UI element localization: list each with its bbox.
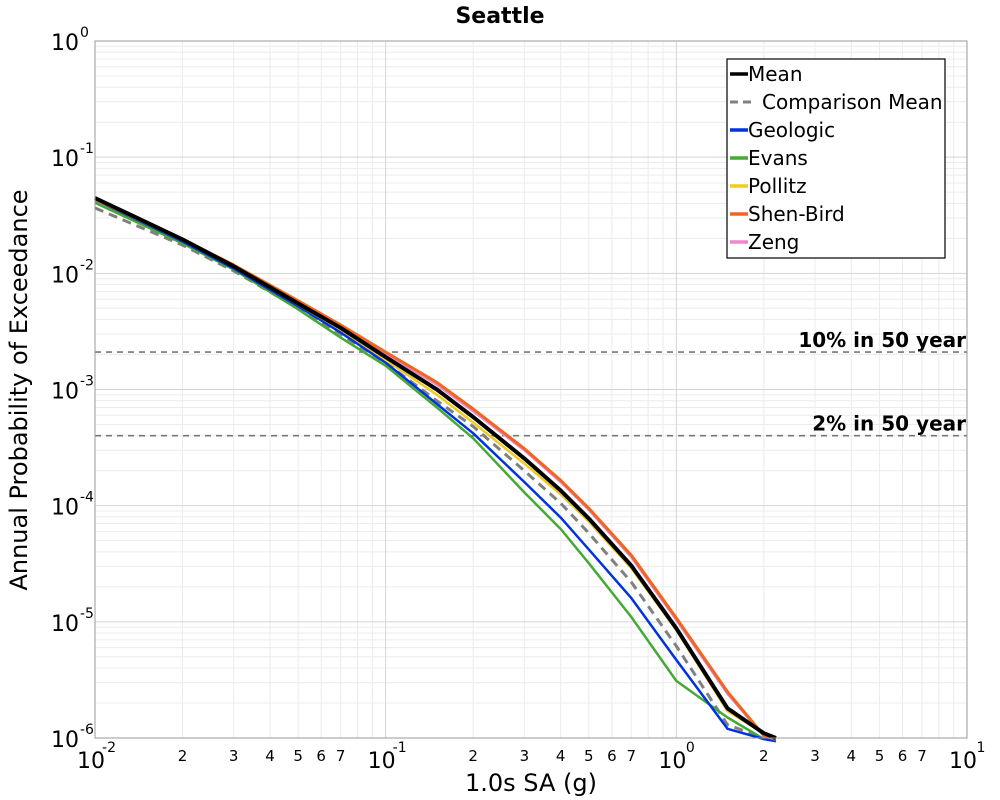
x-tick-label: 10	[949, 749, 977, 774]
legend-label-zeng: Zeng	[748, 230, 799, 254]
y-tick-label: 10	[51, 496, 79, 521]
legend: Mean Comparison Mean Geologic Evans Pollitz S…	[726, 58, 946, 259]
y-tick-exponent: -2	[80, 257, 94, 273]
x-minor-tick-label: 4	[556, 747, 566, 765]
series-line-mean	[94, 196, 777, 740]
x-axis-label: 1.0s SA (g)	[465, 769, 597, 797]
legend-label-comparison-mean: Comparison Mean	[762, 90, 943, 114]
y-tick-label: 10	[51, 612, 79, 637]
series-line-comparison-mean	[94, 206, 777, 743]
legend-label-mean: Mean	[748, 62, 803, 86]
chart-title: Seattle	[455, 4, 544, 29]
series-layer	[94, 196, 777, 743]
y-tick-exponent: -6	[80, 722, 94, 738]
x-tick-label: 10	[368, 749, 396, 774]
x-minor-tick-label: 6	[607, 747, 617, 765]
x-minor-tick-label: 3	[229, 747, 239, 765]
y-tick-exponent: -5	[80, 606, 94, 622]
x-minor-tick-label: 6	[898, 747, 908, 765]
y-tick-exponent: -4	[80, 490, 94, 506]
x-minor-tick-label: 5	[875, 747, 885, 765]
x-minor-tick-label: 3	[810, 747, 820, 765]
reference-line-label: 10% in 50 year	[798, 328, 966, 352]
y-tick-exponent: 0	[80, 25, 89, 41]
x-tick-exponent: -2	[102, 740, 116, 756]
x-minor-tick-label: 2	[759, 747, 769, 765]
y-tick-exponent: -1	[80, 141, 94, 157]
x-minor-tick-label: 5	[293, 747, 303, 765]
x-tick-label: 10	[77, 749, 105, 774]
y-tick-label: 10	[51, 31, 79, 56]
x-tick-label: 10	[658, 749, 686, 774]
x-minor-tick-label: 6	[316, 747, 326, 765]
x-minor-tick-label: 7	[917, 747, 927, 765]
legend-label-geologic: Geologic	[748, 118, 835, 142]
legend-label-pollitz: Pollitz	[748, 174, 807, 198]
plot-frame	[94, 40, 968, 739]
x-minor-tick-label: 7	[627, 747, 637, 765]
legend-box	[726, 58, 946, 259]
y-tick-exponent: -3	[80, 374, 94, 390]
x-minor-tick-label: 7	[336, 747, 346, 765]
y-tick-label: 10	[51, 728, 79, 753]
x-minor-tick-label: 5	[584, 747, 594, 765]
y-tick-label: 10	[51, 263, 79, 288]
legend-label-evans: Evans	[748, 146, 808, 170]
reference-lines: 10% in 50 year 2% in 50 year	[95, 328, 967, 437]
x-tick-exponent: -1	[393, 740, 407, 756]
reference-line-label: 2% in 50 year	[812, 412, 966, 436]
x-minor-tick-label: 4	[847, 747, 857, 765]
y-tick-label: 10	[51, 147, 79, 172]
x-minor-tick-label: 4	[265, 747, 275, 765]
series-line-evans	[94, 201, 777, 743]
y-axis-label: Annual Probability of Exceedance	[5, 189, 33, 590]
legend-label-shen-bird: Shen-Bird	[748, 202, 845, 226]
x-minor-tick-label: 3	[520, 747, 530, 765]
x-minor-tick-label: 2	[178, 747, 188, 765]
x-tick-exponent: 0	[686, 740, 695, 756]
x-tick-exponent: 1	[977, 740, 986, 756]
x-minor-tick-label: 2	[468, 747, 478, 765]
series-line-geologic	[94, 198, 777, 743]
y-tick-label: 10	[51, 380, 79, 405]
